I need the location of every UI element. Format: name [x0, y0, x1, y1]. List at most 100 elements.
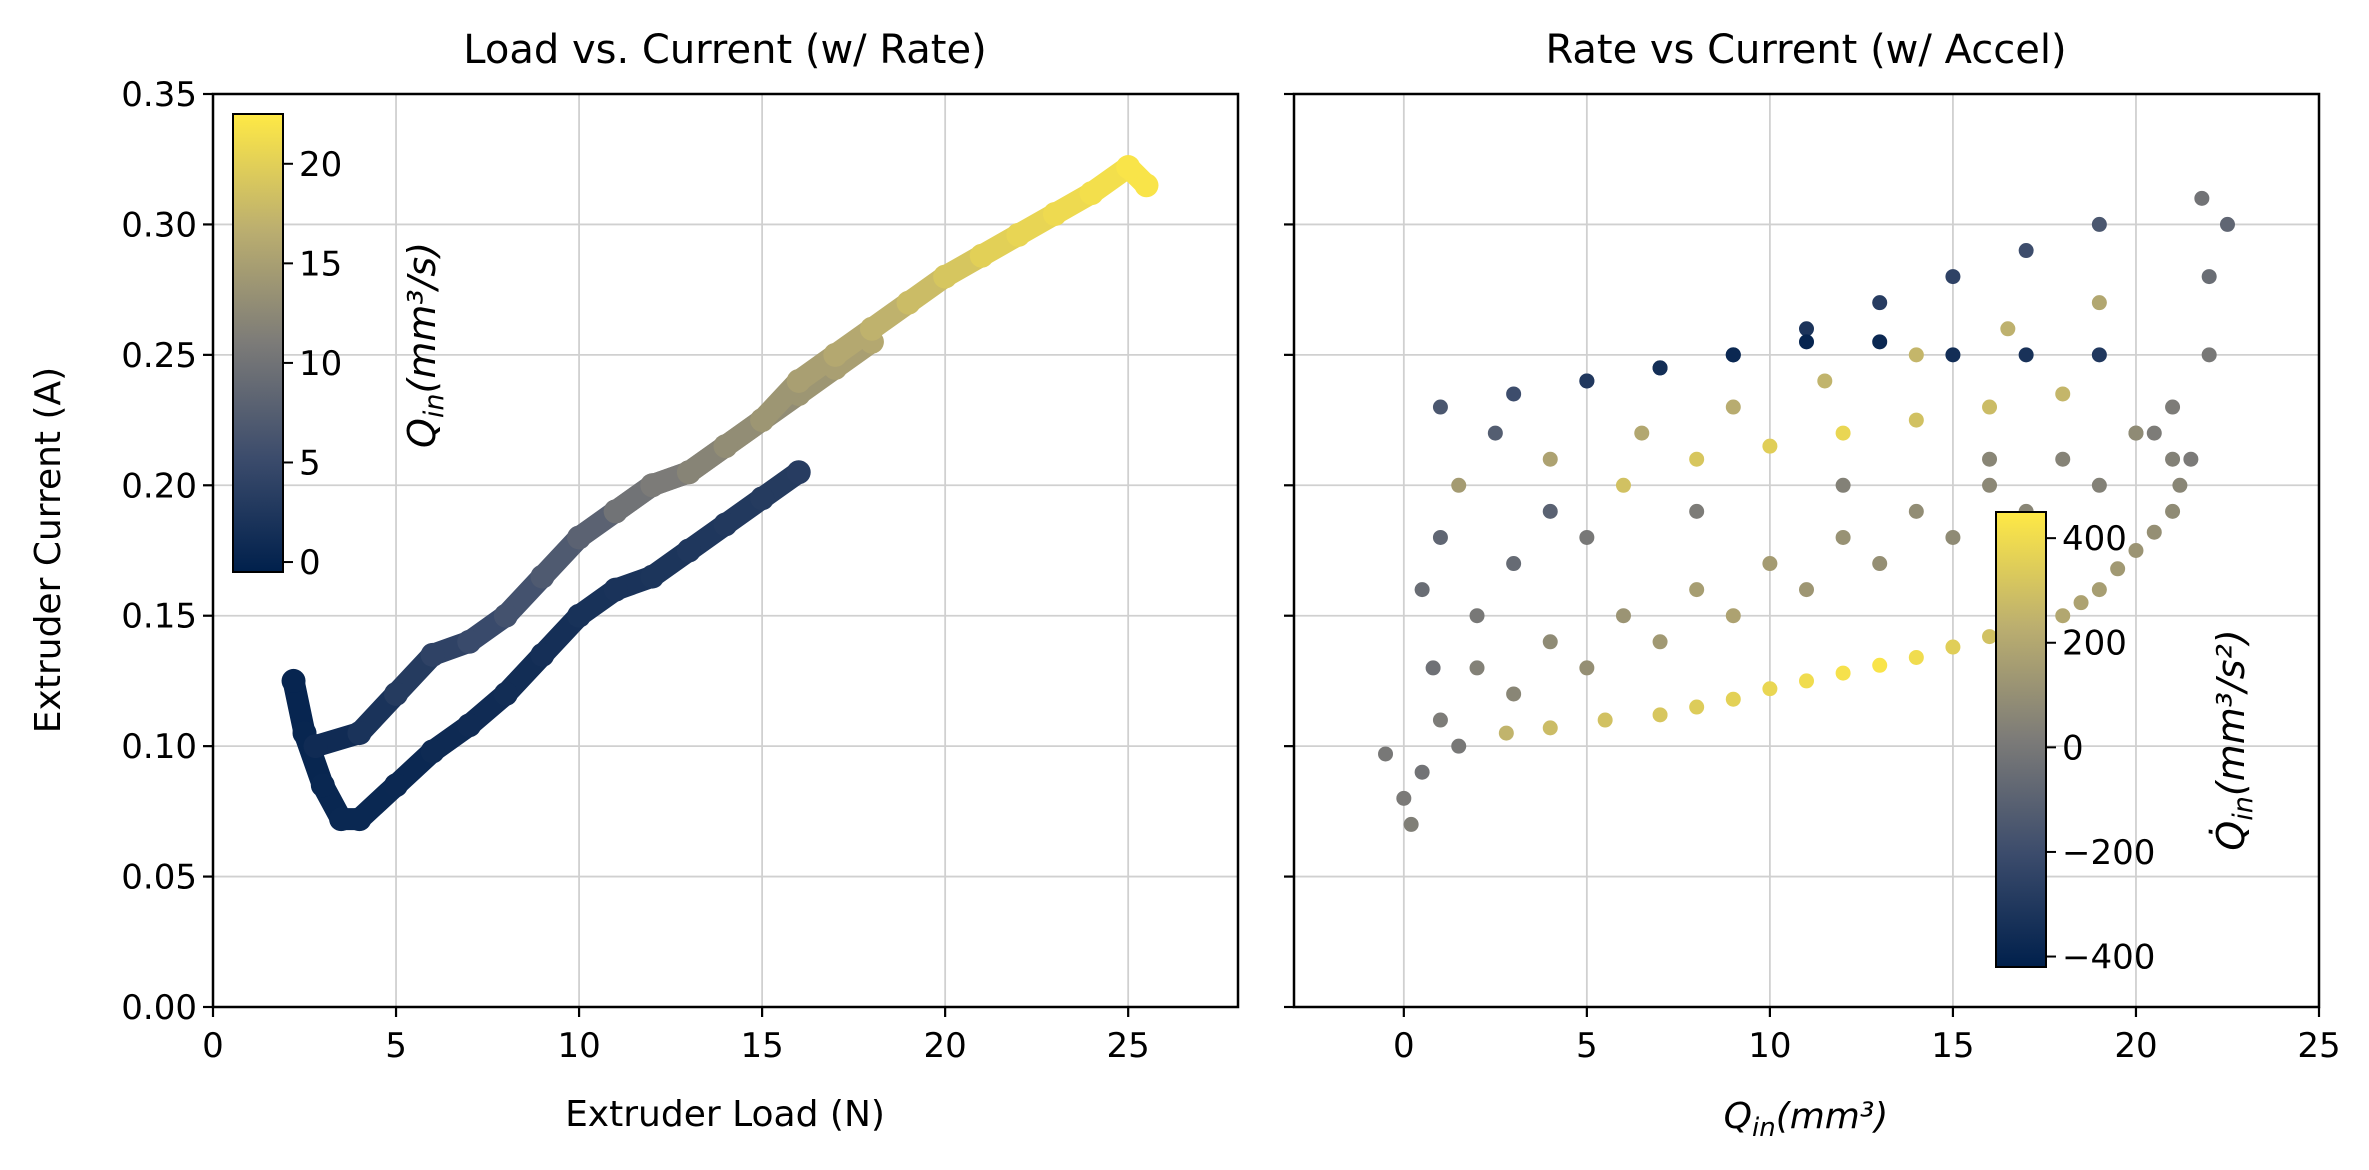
rate-accel-point	[1835, 425, 1851, 441]
left-x-tick-label: 5	[385, 1026, 407, 1066]
rate-accel-point	[1872, 556, 1888, 572]
rate-accel-point	[2219, 216, 2235, 232]
rate-accel-point	[1597, 712, 1613, 728]
colorbar-tick-label: 15	[299, 244, 342, 284]
rate-accel-point	[2165, 451, 2181, 467]
trace-low-rate-point	[750, 486, 775, 511]
rate-accel-point	[1945, 347, 1961, 363]
trace-high-rate-point	[640, 473, 665, 498]
right-colorbar-label-main: Q̇	[2209, 821, 2253, 851]
left-grid	[212, 93, 1238, 1008]
rate-accel-point	[1615, 608, 1631, 624]
rate-accel-point	[1542, 634, 1558, 650]
rate-accel-point	[1835, 665, 1851, 681]
rate-accel-point	[1725, 347, 1741, 363]
rate-accel-point	[1579, 660, 1595, 676]
colorbar-tick-label: 10	[299, 344, 342, 384]
right-x-tick-label: 20	[2114, 1026, 2157, 1066]
trace-mid-rate-point	[567, 525, 592, 550]
rate-accel-point	[1872, 657, 1888, 673]
right-x-ticks: 0 5 10 15 20 25	[1393, 1007, 2341, 1066]
rate-accel-point	[1945, 639, 1961, 655]
trace-low-rate-point	[567, 603, 592, 628]
right-colorbar-gradient	[1995, 511, 2047, 968]
rate-accel-point	[2091, 295, 2107, 311]
rate-accel-point	[1451, 477, 1467, 493]
rate-accel-point	[1432, 712, 1448, 728]
rate-accel-point	[1542, 451, 1558, 467]
trace-low-rate-point	[420, 739, 445, 764]
right-colorbar: −400 −200 0 200 400 Q̇in(mm³/s²)	[1995, 511, 2259, 978]
rate-accel-point	[1799, 334, 1814, 350]
trace-high-rate-point	[1116, 155, 1141, 180]
left-axes-frame	[211, 92, 1240, 1009]
trace-low-rate-point	[384, 773, 409, 798]
trace-mid-rate-point	[347, 721, 372, 746]
right-x-axis-label-main: Q	[1724, 1096, 1752, 1137]
right-panel: Rate vs Current (w/ Accel) 0 5 10 15 20 25 Qi…	[1284, 27, 2341, 1143]
rate-accel-point	[2091, 216, 2107, 232]
rate-accel-point	[1908, 649, 1924, 665]
rate-accel-point	[2201, 347, 2217, 363]
right-marks	[1378, 190, 2235, 832]
rate-accel-point	[1469, 608, 1485, 624]
trace-low-rate-point	[457, 713, 482, 738]
left-colorbar-label-rest: (mm³/s)	[400, 242, 444, 394]
trace-high-rate-point	[786, 368, 811, 393]
rate-accel-point	[1689, 582, 1705, 598]
rate-accel-point	[2183, 451, 2199, 467]
trace-mid-rate-point	[493, 603, 518, 628]
trace-low-rate-point	[786, 460, 811, 485]
rate-accel-point	[2194, 190, 2210, 206]
colorbar-tick-label: 200	[2062, 624, 2127, 664]
colorbar-tick-label: −200	[2062, 833, 2155, 873]
colorbar-tick-label: 400	[2062, 519, 2127, 559]
right-x-axis-label-rest: (mm³)	[1776, 1096, 1889, 1137]
rate-accel-point	[1799, 582, 1814, 598]
rate-accel-point	[1725, 399, 1741, 415]
rate-accel-point	[2165, 503, 2181, 519]
rate-accel-point	[1817, 373, 1833, 389]
trace-high-rate-point	[676, 460, 701, 485]
trace-mid-rate-point	[530, 564, 555, 589]
right-x-axis-label-sub: in	[1752, 1113, 1776, 1143]
left-x-ticks: 0 5 10 15 20 25	[202, 1007, 1150, 1066]
left-y-tick-label: 0.25	[121, 336, 197, 376]
rate-accel-point	[1506, 686, 1522, 702]
left-x-tick-label: 15	[740, 1026, 783, 1066]
trace-high-rate-point	[1042, 201, 1067, 226]
right-x-tick-label: 25	[2297, 1026, 2340, 1066]
rate-accel-point	[2146, 425, 2162, 441]
rate-accel-point	[2073, 595, 2089, 611]
right-colorbar-ticks: −400 −200 0 200 400	[2046, 519, 2155, 978]
rate-accel-point	[1634, 425, 1650, 441]
rate-accel-point	[1414, 764, 1430, 780]
rate-accel-point	[1762, 438, 1778, 454]
trace-mid-rate-point	[420, 642, 445, 667]
rate-accel-point	[1762, 681, 1778, 697]
colorbar-tick-label: 0	[2062, 728, 2084, 768]
trace-low-rate-point	[713, 512, 738, 537]
rate-accel-point	[2091, 347, 2107, 363]
rate-accel-point	[1945, 529, 1961, 545]
trace-high-rate-point	[933, 264, 958, 289]
trace-high-rate-point	[823, 342, 848, 367]
rate-accel-point	[1835, 477, 1851, 493]
right-x-tick-label: 15	[1931, 1026, 1974, 1066]
left-y-tick-label: 0.20	[121, 466, 197, 506]
right-chart-title: Rate vs Current (w/ Accel)	[1545, 27, 2066, 73]
left-colorbar-label: Qin(mm³/s)	[400, 242, 450, 448]
trace-high-rate-point	[1079, 181, 1104, 206]
trace-low-rate-point	[329, 807, 354, 832]
right-axes-frame	[1292, 92, 2321, 1009]
left-colorbar-label-main: Q	[400, 418, 444, 448]
rate-accel-point	[1498, 725, 1514, 741]
trace-high-rate-point	[896, 290, 921, 315]
rate-accel-point	[1506, 556, 1522, 572]
rate-accel-point	[1725, 691, 1741, 707]
colorbar-tick-label: 5	[299, 443, 321, 483]
rate-accel-point	[1403, 816, 1419, 832]
rate-accel-point	[2091, 477, 2107, 493]
trace-mid-rate-point	[384, 681, 409, 706]
